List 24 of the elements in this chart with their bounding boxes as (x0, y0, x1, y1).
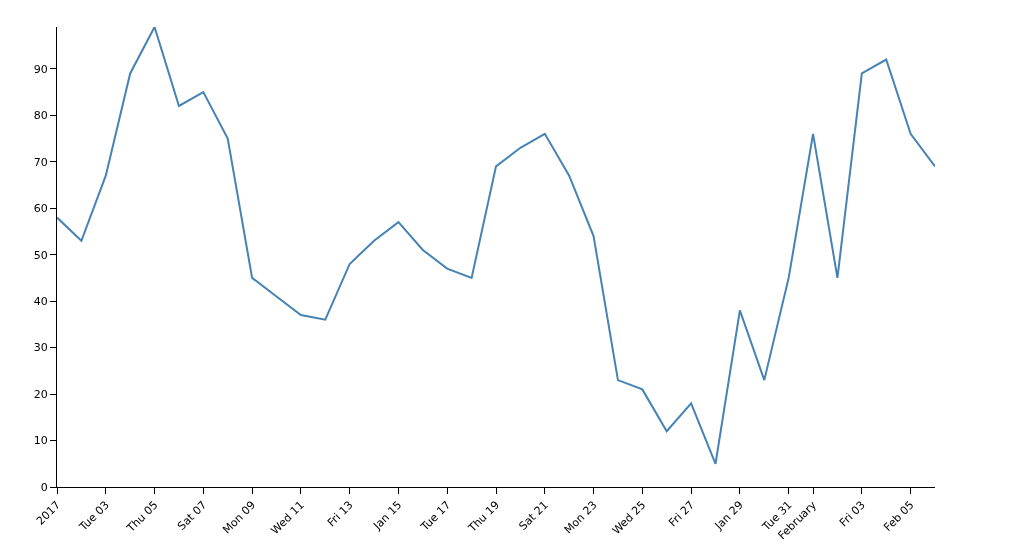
y-tick-label: 20 (33, 387, 48, 401)
y-tick-label: 60 (33, 202, 48, 216)
line-series (57, 27, 935, 465)
y-tick-label: 50 (33, 248, 48, 262)
x-tick-label: Sat 21 (516, 498, 551, 533)
x-tick-label: Tue 03 (76, 498, 112, 535)
y-tick-label: 70 (33, 155, 48, 169)
x-tick-label: Mon 09 (220, 498, 259, 537)
x-tick-label: Fri 13 (324, 498, 356, 530)
y-tick-label: 80 (33, 109, 48, 123)
x-tick-label: Thu 19 (465, 498, 503, 536)
y-tick-label: 30 (33, 341, 48, 355)
x-tick-label: Thu 05 (123, 498, 161, 536)
x-tick-label: Fri 27 (666, 498, 698, 530)
x-tick-label: Sat 07 (175, 498, 210, 533)
y-tick-label: 90 (33, 62, 48, 76)
x-tick-label: Fri 03 (837, 498, 868, 530)
x-tick-label: Jan 15 (370, 498, 405, 533)
y-tick-label: 10 (33, 434, 48, 448)
x-tick-label: Jan 29 (711, 498, 746, 533)
y-tick-label: 0 (40, 480, 48, 494)
x-tick-label: Feb 05 (881, 498, 917, 534)
x-tick-label: Tue 17 (417, 498, 454, 535)
y-tick-label: 40 (33, 294, 48, 308)
